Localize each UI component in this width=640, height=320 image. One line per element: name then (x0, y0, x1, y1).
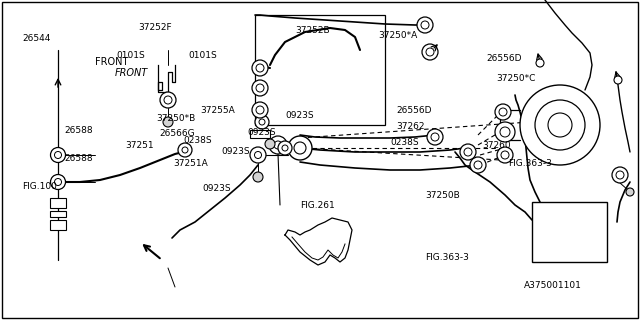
Text: 37250*A: 37250*A (378, 30, 417, 39)
Text: 0101S: 0101S (188, 51, 217, 60)
Text: 0923S: 0923S (221, 147, 250, 156)
Circle shape (51, 148, 65, 163)
Text: 26556D: 26556D (396, 106, 431, 115)
Circle shape (252, 102, 268, 118)
Circle shape (256, 64, 264, 72)
Text: 26588: 26588 (64, 154, 93, 163)
Circle shape (460, 144, 476, 160)
Text: 37252B: 37252B (295, 26, 330, 35)
Bar (255, 15, 385, 125)
Circle shape (536, 59, 544, 67)
Circle shape (282, 145, 288, 151)
Circle shape (274, 141, 282, 149)
Text: 0923S: 0923S (247, 127, 276, 137)
Circle shape (256, 106, 264, 114)
Text: 37250*C: 37250*C (496, 74, 536, 83)
Circle shape (250, 147, 266, 163)
Circle shape (500, 127, 510, 137)
Circle shape (626, 188, 634, 196)
Circle shape (426, 48, 434, 56)
Circle shape (612, 167, 628, 183)
Circle shape (54, 151, 61, 158)
Circle shape (252, 80, 268, 96)
Circle shape (253, 172, 263, 182)
Text: FRONT: FRONT (95, 57, 129, 67)
Text: 26556D: 26556D (486, 53, 522, 62)
Text: 37250B: 37250B (425, 190, 460, 199)
Text: 26544: 26544 (22, 34, 51, 43)
Circle shape (520, 85, 600, 165)
Circle shape (163, 117, 173, 127)
Circle shape (616, 171, 624, 179)
Text: 37250*B: 37250*B (156, 114, 195, 123)
Circle shape (278, 141, 292, 155)
Circle shape (501, 151, 509, 159)
Circle shape (252, 60, 268, 76)
Text: 0238S: 0238S (183, 135, 212, 145)
Text: 0923S: 0923S (285, 110, 314, 119)
Text: 37251A: 37251A (173, 158, 208, 167)
Circle shape (255, 151, 262, 158)
Circle shape (421, 21, 429, 29)
Text: 37260: 37260 (482, 140, 511, 149)
Circle shape (422, 44, 438, 60)
Circle shape (499, 108, 507, 116)
Circle shape (182, 147, 188, 153)
Text: 26588: 26588 (64, 125, 93, 134)
Circle shape (269, 136, 287, 154)
Text: A375001101: A375001101 (524, 282, 582, 291)
Circle shape (417, 17, 433, 33)
Circle shape (178, 143, 192, 157)
Bar (250, 130, 270, 138)
Circle shape (160, 92, 176, 108)
Text: 37251: 37251 (125, 140, 154, 149)
Circle shape (470, 157, 486, 173)
Circle shape (614, 76, 622, 84)
Circle shape (265, 139, 275, 149)
Circle shape (548, 113, 572, 137)
Circle shape (54, 179, 61, 186)
Text: 37255A: 37255A (200, 106, 235, 115)
Text: FRONT: FRONT (115, 68, 148, 78)
Text: FIG.261: FIG.261 (300, 201, 335, 210)
Text: 0238S: 0238S (390, 138, 419, 147)
Circle shape (288, 136, 312, 160)
Circle shape (255, 115, 269, 129)
Circle shape (427, 129, 443, 145)
Text: FIG.100: FIG.100 (22, 181, 57, 190)
Circle shape (535, 100, 585, 150)
Circle shape (474, 161, 482, 169)
Text: 0101S: 0101S (116, 51, 145, 60)
Circle shape (497, 147, 513, 163)
Circle shape (164, 96, 172, 104)
Circle shape (259, 119, 265, 125)
Text: FIG.363-3: FIG.363-3 (508, 158, 552, 167)
Circle shape (294, 142, 306, 154)
Text: 26566G: 26566G (159, 129, 195, 138)
Circle shape (464, 148, 472, 156)
Text: 0923S: 0923S (202, 183, 230, 193)
Text: FIG.363-3: FIG.363-3 (425, 253, 469, 262)
Circle shape (495, 122, 515, 142)
Bar (50, 220, 66, 230)
Bar (532, 202, 607, 262)
Circle shape (51, 174, 65, 189)
Circle shape (256, 84, 264, 92)
Text: 37262: 37262 (396, 122, 424, 131)
Circle shape (431, 133, 439, 141)
Bar (50, 211, 66, 217)
Bar (50, 198, 66, 208)
Circle shape (495, 104, 511, 120)
Text: 37252F: 37252F (138, 22, 172, 31)
